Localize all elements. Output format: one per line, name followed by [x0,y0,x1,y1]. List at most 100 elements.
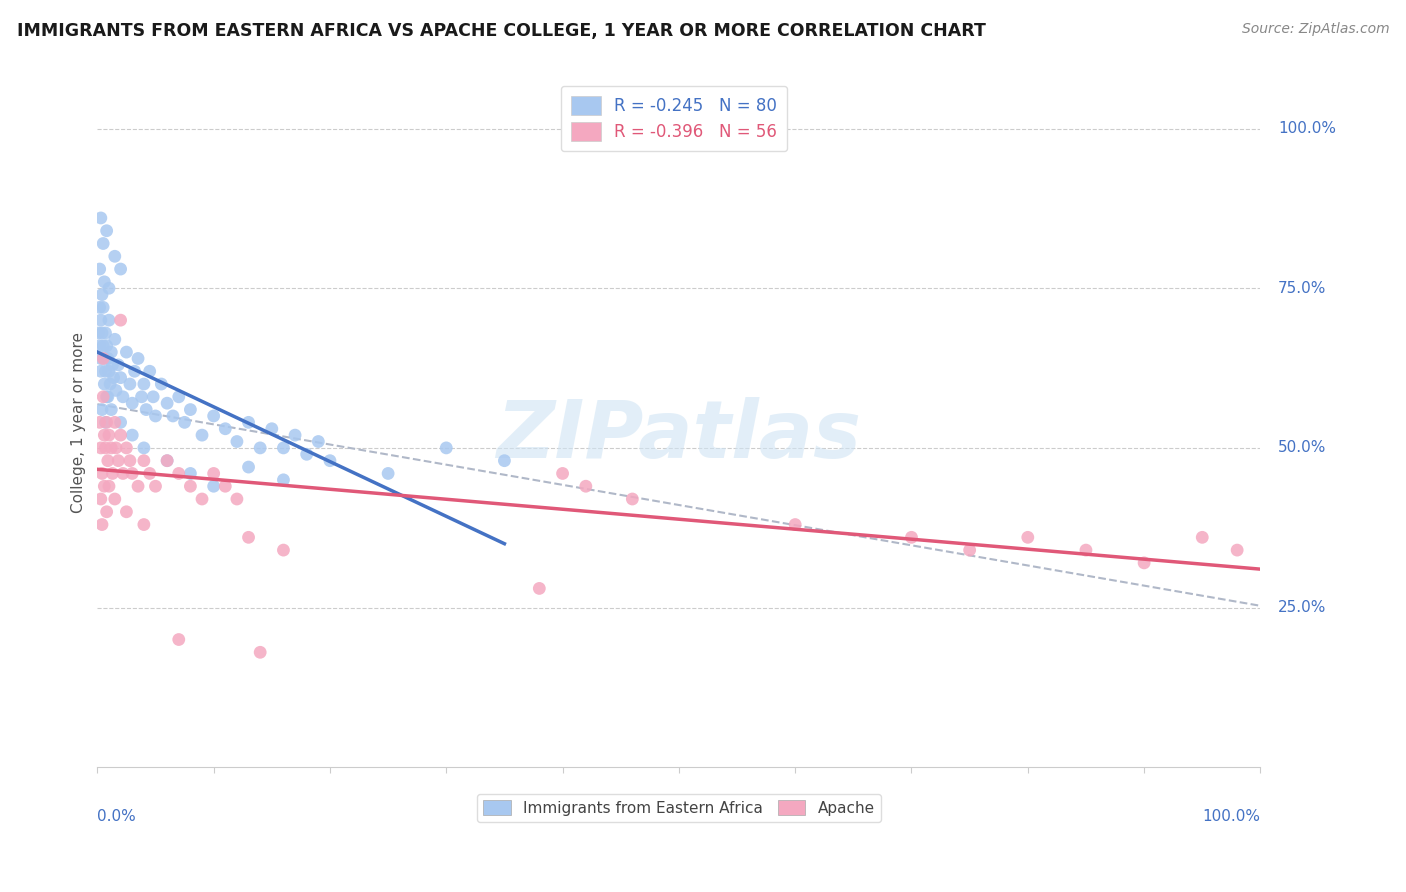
Point [100,441,122,455]
Point [97,453,120,467]
Text: 50.0%: 50.0% [1278,441,1326,456]
Point [307,434,329,449]
Point [89,301,111,315]
Point [97,351,120,366]
Point [173,415,195,429]
Point [1133,556,1156,570]
Point [90,364,112,378]
Point [156,396,179,410]
Point [103,370,125,384]
Text: 75.0%: 75.0% [1278,281,1326,296]
Point [89,415,111,429]
Point [284,428,307,442]
Point [1074,543,1097,558]
Point [104,249,127,263]
Point [93,428,115,442]
Point [434,441,457,455]
Point [90,313,112,327]
Point [98,313,121,327]
Point [111,467,134,481]
Point [96,390,118,404]
Point [1226,543,1249,558]
Point [132,377,155,392]
Point [551,467,574,481]
Point [104,491,127,506]
Point [135,402,157,417]
Point [132,441,155,455]
Point [162,409,184,423]
Point [273,543,295,558]
Point [138,467,160,481]
Point [121,428,143,442]
Point [959,543,981,558]
Point [94,364,117,378]
Point [96,224,118,238]
Point [91,517,114,532]
Text: ZIPatlas: ZIPatlas [496,397,862,475]
Point [93,351,115,366]
Point [110,313,132,327]
Point [115,345,138,359]
Point [249,645,271,659]
Point [167,390,190,404]
Text: 100.0%: 100.0% [1278,121,1336,136]
Point [191,428,214,442]
Point [115,505,138,519]
Legend: Immigrants from Eastern Africa, Apache: Immigrants from Eastern Africa, Apache [477,794,880,822]
Point [90,491,112,506]
Point [89,262,111,277]
Point [107,453,129,467]
Point [94,441,117,455]
Point [575,479,598,493]
Point [98,364,121,378]
Point [377,467,399,481]
Point [179,402,201,417]
Point [91,326,114,340]
Point [91,351,114,366]
Point [93,377,115,392]
Point [91,402,114,417]
Point [150,377,173,392]
Point [98,479,121,493]
Point [89,339,111,353]
Point [90,351,112,366]
Point [97,390,120,404]
Point [104,441,127,455]
Point [101,358,124,372]
Point [127,479,149,493]
Point [167,632,190,647]
Point [273,473,295,487]
Point [226,491,249,506]
Point [785,517,807,532]
Point [214,422,236,436]
Point [110,262,132,277]
Point [319,453,342,467]
Point [179,479,201,493]
Point [111,390,134,404]
Point [121,396,143,410]
Point [91,287,114,301]
Y-axis label: College, 1 year or more: College, 1 year or more [72,332,86,513]
Point [145,479,167,493]
Point [179,467,201,481]
Text: IMMIGRANTS FROM EASTERN AFRICA VS APACHE COLLEGE, 1 YEAR OR MORE CORRELATION CHA: IMMIGRANTS FROM EASTERN AFRICA VS APACHE… [17,22,986,40]
Point [94,326,117,340]
Text: 100.0%: 100.0% [1202,809,1260,823]
Point [145,409,167,423]
Point [110,415,132,429]
Point [98,428,121,442]
Point [1191,530,1213,544]
Point [131,390,153,404]
Point [260,422,283,436]
Point [529,582,551,596]
Point [1017,530,1039,544]
Point [100,402,122,417]
Point [100,345,122,359]
Point [494,453,516,467]
Point [93,479,115,493]
Point [91,390,114,404]
Point [167,467,190,481]
Point [202,409,225,423]
Point [110,428,132,442]
Point [96,415,118,429]
